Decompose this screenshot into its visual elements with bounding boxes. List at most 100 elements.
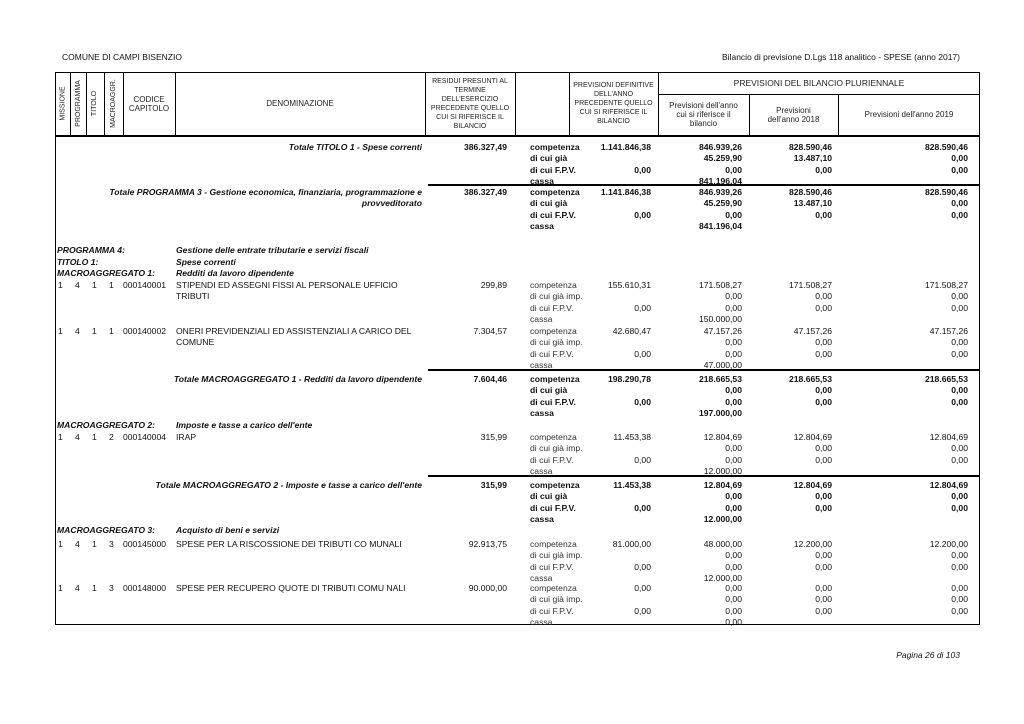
previsione-2019-value: 828.590,46	[924, 187, 968, 197]
previsioni-definitive-value: 0,00	[634, 605, 651, 616]
code-programma: 4	[75, 280, 80, 290]
total-label-cont: provveditorato	[361, 198, 422, 209]
previsione-2019-value: 0,00	[951, 594, 968, 605]
previsione-2018-value: 13.487,10	[793, 198, 832, 209]
previsione-2018-value: 47.157,26	[793, 326, 832, 336]
capitolo-code: 000145000	[123, 539, 167, 549]
code-titolo: 1	[92, 432, 97, 442]
previsione-2019-value: 0,00	[951, 561, 968, 572]
previsione-anno-corrente-value: 12.000,00	[703, 514, 742, 525]
previsione-2019-value: 0,00	[951, 443, 968, 454]
residui-value: 7.604,46	[473, 374, 507, 384]
row-label: di cui già	[530, 153, 568, 164]
code-programma: 4	[75, 583, 80, 593]
previsione-2018-value: 0,00	[815, 348, 832, 359]
previsione-2018-value: 0,00	[815, 385, 832, 396]
total-label: Totale TITOLO 1 - Spese correnti	[288, 142, 422, 152]
previsione-anno-corrente-value: 197.000,00	[698, 408, 742, 419]
previsione-anno-corrente-value: 841.196,04	[698, 176, 742, 187]
row-label: cassa	[530, 314, 553, 325]
previsione-2018-value: 0,00	[815, 337, 832, 348]
code-macroaggr: 3	[109, 539, 114, 549]
item-description: ONERI PREVIDENZIALI ED ASSISTENZIALI A C…	[176, 326, 412, 336]
total-divider	[428, 184, 980, 186]
previsione-anno-corrente-value: 48.000,00	[703, 539, 742, 549]
row-label: competenza	[530, 374, 580, 384]
previsioni-definitive-value: 1.141.846,38	[600, 187, 651, 197]
previsione-anno-corrente-value: 0,00	[725, 502, 742, 513]
previsioni-definitive-value: 0,00	[634, 164, 651, 175]
previsione-2018-value: 0,00	[815, 164, 832, 175]
previsione-anno-corrente-value: 0,00	[725, 583, 742, 593]
previsione-2019-value: 0,00	[951, 337, 968, 348]
previsione-2019-value: 0,00	[951, 491, 968, 502]
row-label: competenza	[530, 326, 577, 336]
residui-value: 7.304,57	[473, 326, 507, 336]
row-label: di cui F.P.V.	[530, 396, 576, 407]
residui-value: 92.913,75	[468, 539, 507, 549]
previsione-anno-corrente-value: 0,00	[725, 550, 742, 561]
code-macroaggr: 2	[109, 432, 114, 442]
col-programma: PROGRAMMA	[74, 79, 82, 127]
previsione-anno-corrente-value: 0,00	[725, 291, 742, 302]
row-label: di cui già imp.	[530, 337, 583, 348]
previsione-2018-value: 0,00	[815, 502, 832, 513]
row-label: cassa	[530, 176, 554, 187]
code-programma: 4	[75, 539, 80, 549]
previsione-2019-value: 0,00	[951, 164, 968, 175]
previsioni-definitive-value: 11.453,38	[613, 432, 651, 442]
previsione-2019-value: 47.157,26	[929, 326, 968, 336]
code-macroaggr: 1	[109, 326, 114, 336]
previsione-2018-value: 13.487,10	[793, 153, 832, 164]
previsione-2019-value: 12.200,00	[929, 539, 968, 549]
row-label: competenza	[530, 142, 580, 152]
capitolo-code: 000140002	[123, 326, 167, 336]
previsione-anno-corrente-value: 12.804,69	[703, 480, 742, 490]
code-titolo: 1	[92, 280, 97, 290]
item-description: SPESE PER LA RISCOSSIONE DEI TRIBUTI CO …	[176, 539, 402, 549]
code-macroaggr: 3	[109, 583, 114, 593]
previsione-2019-value: 0,00	[951, 385, 968, 396]
previsioni-definitive-value: 0,00	[634, 348, 651, 359]
residui-value: 90.000,00	[468, 583, 507, 593]
previsione-2019-value: 828.590,46	[924, 142, 968, 152]
row-label: cassa	[530, 360, 553, 371]
residui-value: 315,99	[480, 432, 507, 442]
col-denominazione: DENOMINAZIONE	[266, 99, 334, 108]
residui-value: 386.327,49	[463, 187, 507, 197]
row-label: di cui già imp.	[530, 443, 583, 454]
row-label: di cui F.P.V.	[530, 561, 574, 572]
row-label: competenza	[530, 280, 577, 290]
total-divider	[428, 369, 980, 371]
previsione-anno-corrente-value: 47.000,00	[703, 360, 742, 371]
col-titolo: TITOLO	[91, 90, 99, 116]
previsione-2019-value: 218.665,53	[924, 374, 968, 384]
code-programma: 4	[75, 326, 80, 336]
section-title: Redditi da lavoro dipendente	[176, 268, 294, 278]
previsione-2018-value: 171.508,27	[788, 280, 832, 290]
previsione-2019-value: 0,00	[951, 605, 968, 616]
previsione-2018-value: 0,00	[815, 209, 832, 220]
previsione-2019-value: 0,00	[951, 198, 968, 209]
previsione-anno-corrente-value: 841.196,04	[698, 221, 742, 232]
row-label: cassa	[530, 617, 553, 628]
previsione-2018-value: 0,00	[815, 583, 832, 593]
section-title: Imposte e tasse a carico dell'ente	[176, 420, 313, 430]
residui-value: 299,89	[480, 280, 507, 290]
previsione-anno-corrente-value: 47.157,26	[703, 326, 742, 336]
row-label: di cui F.P.V.	[530, 209, 576, 220]
previsione-2019-value: 0,00	[951, 550, 968, 561]
previsione-anno-corrente-value: 0,00	[725, 164, 742, 175]
item-description: IRAP	[176, 432, 197, 442]
section-label: MACROAGGREGATO 1:	[57, 268, 156, 278]
previsione-2019-value: 171.508,27	[924, 280, 968, 290]
row-label: di cui già imp.	[530, 550, 583, 561]
previsione-anno-corrente-value: 846.939,26	[698, 142, 742, 152]
previsione-2018-value: 0,00	[815, 454, 832, 465]
row-label: di cui F.P.V.	[530, 348, 574, 359]
previsione-anno-corrente-value: 0,00	[725, 348, 742, 359]
col-residui: RESIDUI PRESUNTI AL TERMINE DELL'ESERCIZ…	[430, 77, 510, 130]
previsione-2018-value: 0,00	[815, 443, 832, 454]
col-macroaggr: MACROAGGR.	[109, 78, 117, 128]
row-label: di cui F.P.V.	[530, 454, 574, 465]
